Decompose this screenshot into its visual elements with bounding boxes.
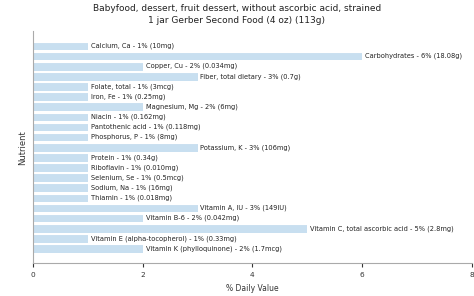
Text: Iron, Fe - 1% (0.25mg): Iron, Fe - 1% (0.25mg)	[91, 93, 165, 100]
Bar	[33, 52, 362, 60]
Text: Niacin - 1% (0.162mg): Niacin - 1% (0.162mg)	[91, 114, 165, 120]
Bar	[33, 82, 88, 91]
Bar	[33, 143, 198, 152]
Bar	[33, 153, 88, 162]
Text: Fiber, total dietary - 3% (0.7g): Fiber, total dietary - 3% (0.7g)	[201, 73, 301, 80]
Text: Potassium, K - 3% (106mg): Potassium, K - 3% (106mg)	[201, 144, 291, 150]
Text: 1 jar Gerber Second Food (4 oz) (113g): 1 jar Gerber Second Food (4 oz) (113g)	[148, 16, 326, 25]
Bar	[33, 204, 198, 212]
Bar	[33, 102, 143, 111]
Text: Folate, total - 1% (3mcg): Folate, total - 1% (3mcg)	[91, 83, 173, 90]
Text: Pantothenic acid - 1% (0.118mg): Pantothenic acid - 1% (0.118mg)	[91, 124, 201, 130]
Text: Vitamin E (alpha-tocopherol) - 1% (0.33mg): Vitamin E (alpha-tocopherol) - 1% (0.33m…	[91, 235, 237, 242]
X-axis label: % Daily Value: % Daily Value	[226, 284, 279, 293]
Text: Phosphorus, P - 1% (8mg): Phosphorus, P - 1% (8mg)	[91, 134, 177, 140]
Bar	[33, 194, 88, 202]
Bar	[33, 214, 143, 223]
Bar	[33, 133, 88, 141]
Text: Riboflavin - 1% (0.010mg): Riboflavin - 1% (0.010mg)	[91, 164, 178, 171]
Bar	[33, 173, 88, 182]
Bar	[33, 234, 88, 243]
Bar	[33, 244, 143, 253]
Bar	[33, 92, 88, 101]
Text: Magnesium, Mg - 2% (6mg): Magnesium, Mg - 2% (6mg)	[146, 104, 237, 110]
Y-axis label: Nutrient: Nutrient	[18, 130, 27, 165]
Bar	[33, 72, 198, 81]
Text: Carbohydrates - 6% (18.08g): Carbohydrates - 6% (18.08g)	[365, 53, 462, 59]
Text: Selenium, Se - 1% (0.5mcg): Selenium, Se - 1% (0.5mcg)	[91, 174, 183, 181]
Text: Vitamin C, total ascorbic acid - 5% (2.8mg): Vitamin C, total ascorbic acid - 5% (2.8…	[310, 225, 454, 231]
Text: Protein - 1% (0.34g): Protein - 1% (0.34g)	[91, 154, 157, 161]
Bar	[33, 163, 88, 172]
Text: Calcium, Ca - 1% (10mg): Calcium, Ca - 1% (10mg)	[91, 43, 174, 49]
Text: Vitamin B-6 - 2% (0.042mg): Vitamin B-6 - 2% (0.042mg)	[146, 215, 239, 221]
Bar	[33, 62, 143, 70]
Bar	[33, 224, 307, 233]
Bar	[33, 112, 88, 121]
Text: Vitamin K (phylloquinone) - 2% (1.7mcg): Vitamin K (phylloquinone) - 2% (1.7mcg)	[146, 245, 282, 252]
Text: Copper, Cu - 2% (0.034mg): Copper, Cu - 2% (0.034mg)	[146, 63, 237, 70]
Bar	[33, 123, 88, 131]
Text: Thiamin - 1% (0.018mg): Thiamin - 1% (0.018mg)	[91, 195, 172, 201]
Text: Vitamin A, IU - 3% (149IU): Vitamin A, IU - 3% (149IU)	[201, 205, 287, 211]
Bar	[33, 184, 88, 192]
Text: Babyfood, dessert, fruit dessert, without ascorbic acid, strained: Babyfood, dessert, fruit dessert, withou…	[93, 4, 381, 13]
Text: Sodium, Na - 1% (16mg): Sodium, Na - 1% (16mg)	[91, 184, 173, 191]
Bar	[33, 42, 88, 50]
